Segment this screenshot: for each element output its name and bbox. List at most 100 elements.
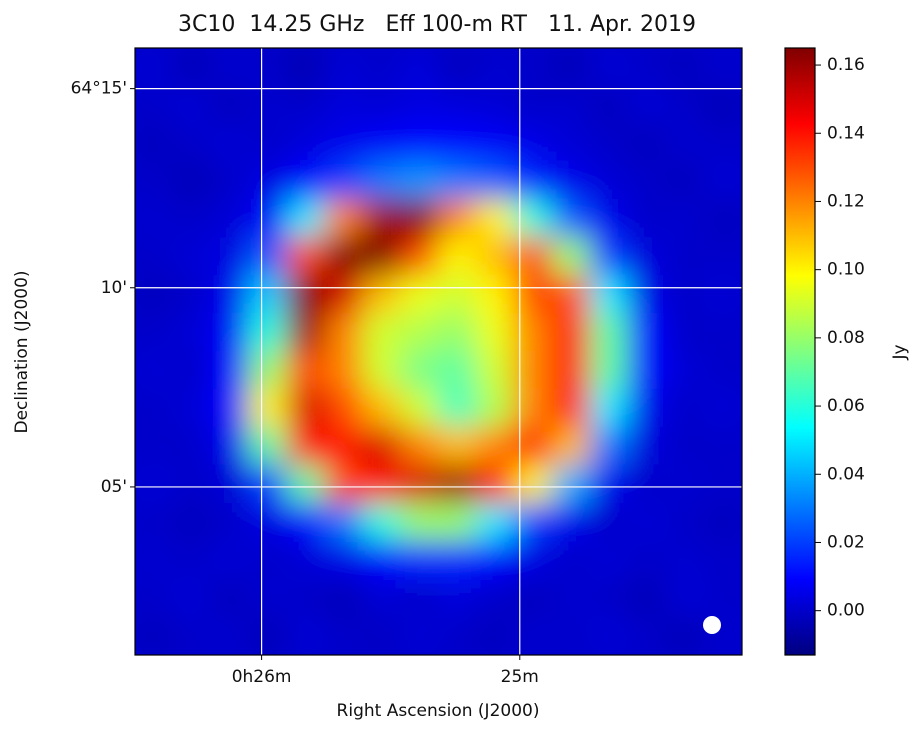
map-cell bbox=[172, 313, 212, 352]
colorbar-tick-label: 0.04 bbox=[827, 464, 865, 484]
map-cell bbox=[362, 85, 402, 125]
map-cell bbox=[589, 616, 629, 655]
map-cell bbox=[248, 123, 288, 163]
map-cell bbox=[703, 426, 742, 466]
map-cell bbox=[627, 502, 667, 542]
map-cell bbox=[703, 85, 742, 125]
map-cell bbox=[324, 48, 364, 87]
map-cell bbox=[589, 199, 629, 239]
map-cell bbox=[172, 578, 212, 618]
map-cell bbox=[210, 237, 250, 277]
map-cell bbox=[172, 199, 212, 239]
map-cell bbox=[475, 275, 515, 315]
map-cell bbox=[551, 426, 591, 466]
map-cell bbox=[551, 85, 591, 125]
map-cell bbox=[665, 426, 705, 466]
map-cell bbox=[362, 464, 402, 504]
map-cell bbox=[210, 578, 250, 618]
colorbar bbox=[784, 47, 816, 656]
map-cell bbox=[627, 85, 667, 125]
map-cell bbox=[400, 85, 439, 125]
map-cell bbox=[210, 388, 250, 428]
map-cell bbox=[703, 313, 742, 352]
map-cell bbox=[703, 161, 742, 201]
map-cell bbox=[589, 540, 629, 580]
map-cell bbox=[400, 48, 439, 87]
map-cell bbox=[627, 578, 667, 618]
map-cell bbox=[135, 199, 174, 239]
colorbar-label: Jy bbox=[890, 344, 910, 360]
map-cell bbox=[362, 237, 402, 277]
map-cell bbox=[172, 502, 212, 542]
map-cell bbox=[475, 578, 515, 618]
map-cell bbox=[551, 464, 591, 504]
map-cell bbox=[438, 313, 477, 352]
map-cell bbox=[172, 85, 212, 125]
map-cell bbox=[324, 351, 364, 390]
map-cell bbox=[400, 426, 439, 466]
map-cell bbox=[475, 616, 515, 655]
map-cell bbox=[135, 48, 174, 87]
map-cell bbox=[135, 426, 174, 466]
map-cell bbox=[210, 313, 250, 352]
map-cell bbox=[438, 237, 477, 277]
map-cell bbox=[286, 578, 326, 618]
map-cell bbox=[627, 388, 667, 428]
map-cell bbox=[248, 616, 288, 655]
map-cell bbox=[248, 502, 288, 542]
map-cell bbox=[703, 48, 742, 87]
map-cell bbox=[665, 275, 705, 315]
map-cell bbox=[362, 48, 402, 87]
map-cell bbox=[400, 275, 439, 315]
map-cell bbox=[475, 540, 515, 580]
map-cell bbox=[400, 199, 439, 239]
map-cell bbox=[324, 426, 364, 466]
map-cell bbox=[324, 275, 364, 315]
map-cell bbox=[324, 464, 364, 504]
map-cell bbox=[362, 426, 402, 466]
map-cell bbox=[362, 502, 402, 542]
map-cell bbox=[324, 502, 364, 542]
map-cell bbox=[324, 616, 364, 655]
map-cell bbox=[400, 388, 439, 428]
map-cell bbox=[475, 464, 515, 504]
map-cell bbox=[248, 85, 288, 125]
map-cell bbox=[703, 464, 742, 504]
map-cell bbox=[172, 161, 212, 201]
map-cell bbox=[400, 616, 439, 655]
map-cell bbox=[248, 275, 288, 315]
grid bbox=[135, 48, 742, 655]
map-cell bbox=[248, 388, 288, 428]
map-cell bbox=[475, 48, 515, 87]
map-cell bbox=[248, 237, 288, 277]
map-cell bbox=[627, 426, 667, 466]
map-cell bbox=[324, 161, 364, 201]
map-cell bbox=[627, 161, 667, 201]
map-cell bbox=[248, 48, 288, 87]
map-cell bbox=[362, 275, 402, 315]
map-cell bbox=[665, 540, 705, 580]
x-axis-label: Right Ascension (J2000) bbox=[337, 701, 540, 721]
map-cell bbox=[475, 388, 515, 428]
map-cell bbox=[286, 85, 326, 125]
y-tick-label: 05' bbox=[101, 477, 127, 497]
map-cell bbox=[627, 616, 667, 655]
map-cell bbox=[589, 275, 629, 315]
map-cell bbox=[286, 313, 326, 352]
map-cell bbox=[438, 48, 477, 87]
map-cell bbox=[324, 313, 364, 352]
map-cell bbox=[286, 48, 326, 87]
map-cell bbox=[400, 578, 439, 618]
map-cell bbox=[324, 199, 364, 239]
map-cell bbox=[324, 578, 364, 618]
map-cell bbox=[551, 502, 591, 542]
map-cell bbox=[438, 275, 477, 315]
x-tick-label: 0h26m bbox=[232, 667, 292, 687]
map-cell bbox=[475, 85, 515, 125]
map-cell bbox=[703, 123, 742, 163]
map-cell bbox=[589, 388, 629, 428]
map-cell bbox=[324, 388, 364, 428]
map-cell bbox=[665, 199, 705, 239]
map-cell bbox=[627, 199, 667, 239]
map-cell bbox=[210, 275, 250, 315]
